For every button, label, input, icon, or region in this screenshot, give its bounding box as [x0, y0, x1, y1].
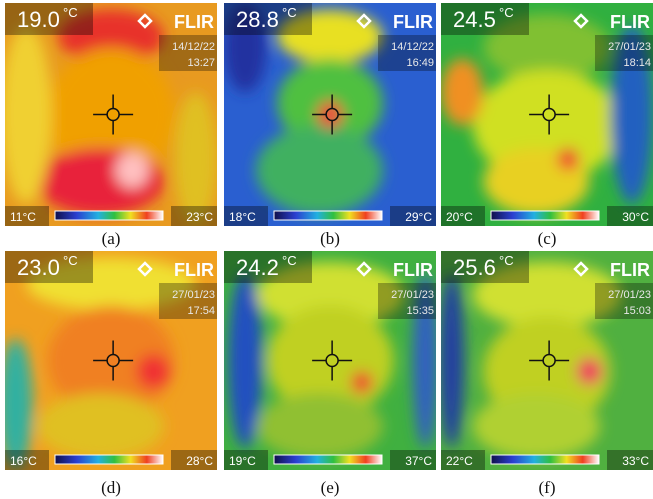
scale-max: 29°C [405, 210, 432, 224]
panel-caption: (d) [101, 478, 121, 497]
temperature-unit: °C [499, 253, 514, 268]
heat-blob [228, 273, 262, 448]
scale-max: 37°C [405, 454, 432, 468]
heat-blob [136, 354, 170, 389]
panel-caption: (f) [539, 478, 556, 497]
spot-temperature: 24.2 [236, 255, 279, 280]
brand-logo: FLIR [393, 260, 433, 280]
spot-temperature: 28.8 [236, 7, 279, 32]
scale-max: 30°C [622, 210, 649, 224]
thermal-panel: 23.0°C FLIR 27/01/23 17:54 16°C 28°C (d) [0, 251, 217, 497]
scale-bar [491, 211, 599, 220]
heat-blob [351, 371, 372, 393]
panel-caption: (b) [320, 229, 340, 248]
thermal-image: 28.8°C FLIR 14/12/22 16:49 18°C 29°C [224, 3, 436, 226]
brand-logo: FLIR [610, 12, 650, 32]
temperature-unit: °C [63, 253, 78, 268]
date: 27/01/23 [608, 41, 651, 53]
scale-bar [491, 455, 599, 464]
scale-bar [274, 455, 382, 464]
time: 17:54 [187, 305, 215, 317]
scale-min: 20°C [446, 210, 473, 224]
thermal-panel: 24.5°C FLIR 27/01/23 18:14 20°C 30°C (c) [441, 3, 653, 248]
scale-min: 18°C [229, 210, 256, 224]
thermal-panel: 19.0°C FLIR 14/12/22 13:27 11°C 23°C (a) [1, 3, 217, 248]
time: 16:49 [406, 57, 434, 69]
heat-blob [175, 92, 217, 226]
date: 27/01/23 [608, 289, 651, 301]
panel-caption: (e) [321, 478, 340, 497]
scale-bar [274, 211, 382, 220]
heat-blob [439, 273, 464, 448]
heat-blob [473, 393, 600, 459]
spot-temperature: 19.0 [17, 7, 60, 32]
scale-max: 23°C [186, 210, 213, 224]
heat-blob [37, 393, 164, 459]
temperature-unit: °C [63, 5, 78, 20]
brand-logo: FLIR [174, 260, 214, 280]
thermal-image: 24.5°C FLIR 27/01/23 18:14 20°C 30°C [441, 3, 653, 226]
scale-min: 11°C [10, 210, 36, 224]
time: 18:14 [623, 57, 651, 69]
thermal-image: 24.2°C FLIR 27/01/23 15:35 19°C 37°C [224, 251, 438, 470]
thermal-panel: 25.6°C FLIR 27/01/23 15:03 22°C 33°C (f) [439, 251, 653, 497]
scale-min: 16°C [10, 454, 37, 468]
temperature-unit: °C [282, 253, 297, 268]
scale-min: 19°C [229, 454, 256, 468]
temperature-unit: °C [282, 5, 297, 20]
scale-max: 33°C [622, 454, 649, 468]
date: 14/12/22 [172, 41, 215, 53]
scale-min: 22°C [446, 454, 473, 468]
date: 27/01/23 [391, 289, 434, 301]
heat-blob [256, 126, 383, 215]
thermal-image: 23.0°C FLIR 27/01/23 17:54 16°C 28°C [0, 251, 217, 470]
figure: 19.0°CFLIR14/12/2213:2711°C23°C(a)28.8°C… [0, 0, 653, 499]
heat-blob [441, 59, 483, 126]
heat-blob [256, 393, 383, 459]
scale-bar [55, 455, 163, 464]
thermal-image: 19.0°C FLIR 14/12/22 13:27 11°C 23°C [1, 3, 217, 226]
time: 13:27 [187, 57, 215, 69]
panel-caption: (a) [102, 229, 121, 248]
time: 15:03 [623, 305, 651, 317]
time: 15:35 [406, 305, 434, 317]
heat-blob [1, 25, 52, 203]
spot-temperature: 24.5 [453, 7, 496, 32]
heat-blob [577, 358, 602, 384]
scale-bar [55, 211, 163, 220]
date: 27/01/23 [172, 289, 215, 301]
panel-caption: (c) [538, 229, 557, 248]
temperature-unit: °C [499, 5, 514, 20]
thermal-panel: 24.2°C FLIR 27/01/23 15:35 19°C 37°C (e) [224, 251, 438, 497]
brand-logo: FLIR [174, 12, 214, 32]
thermal-image: 25.6°C FLIR 27/01/23 15:03 22°C 33°C [439, 251, 653, 470]
spot-temperature: 23.0 [17, 255, 60, 280]
heat-blob [115, 152, 149, 188]
brand-logo: FLIR [393, 12, 433, 32]
spot-temperature: 25.6 [453, 255, 496, 280]
thermal-panel: 28.8°C FLIR 14/12/22 16:49 18°C 29°C (b) [224, 3, 436, 248]
scale-max: 28°C [186, 454, 213, 468]
date: 14/12/22 [391, 41, 434, 53]
brand-logo: FLIR [610, 260, 650, 280]
heat-blob [558, 148, 579, 170]
